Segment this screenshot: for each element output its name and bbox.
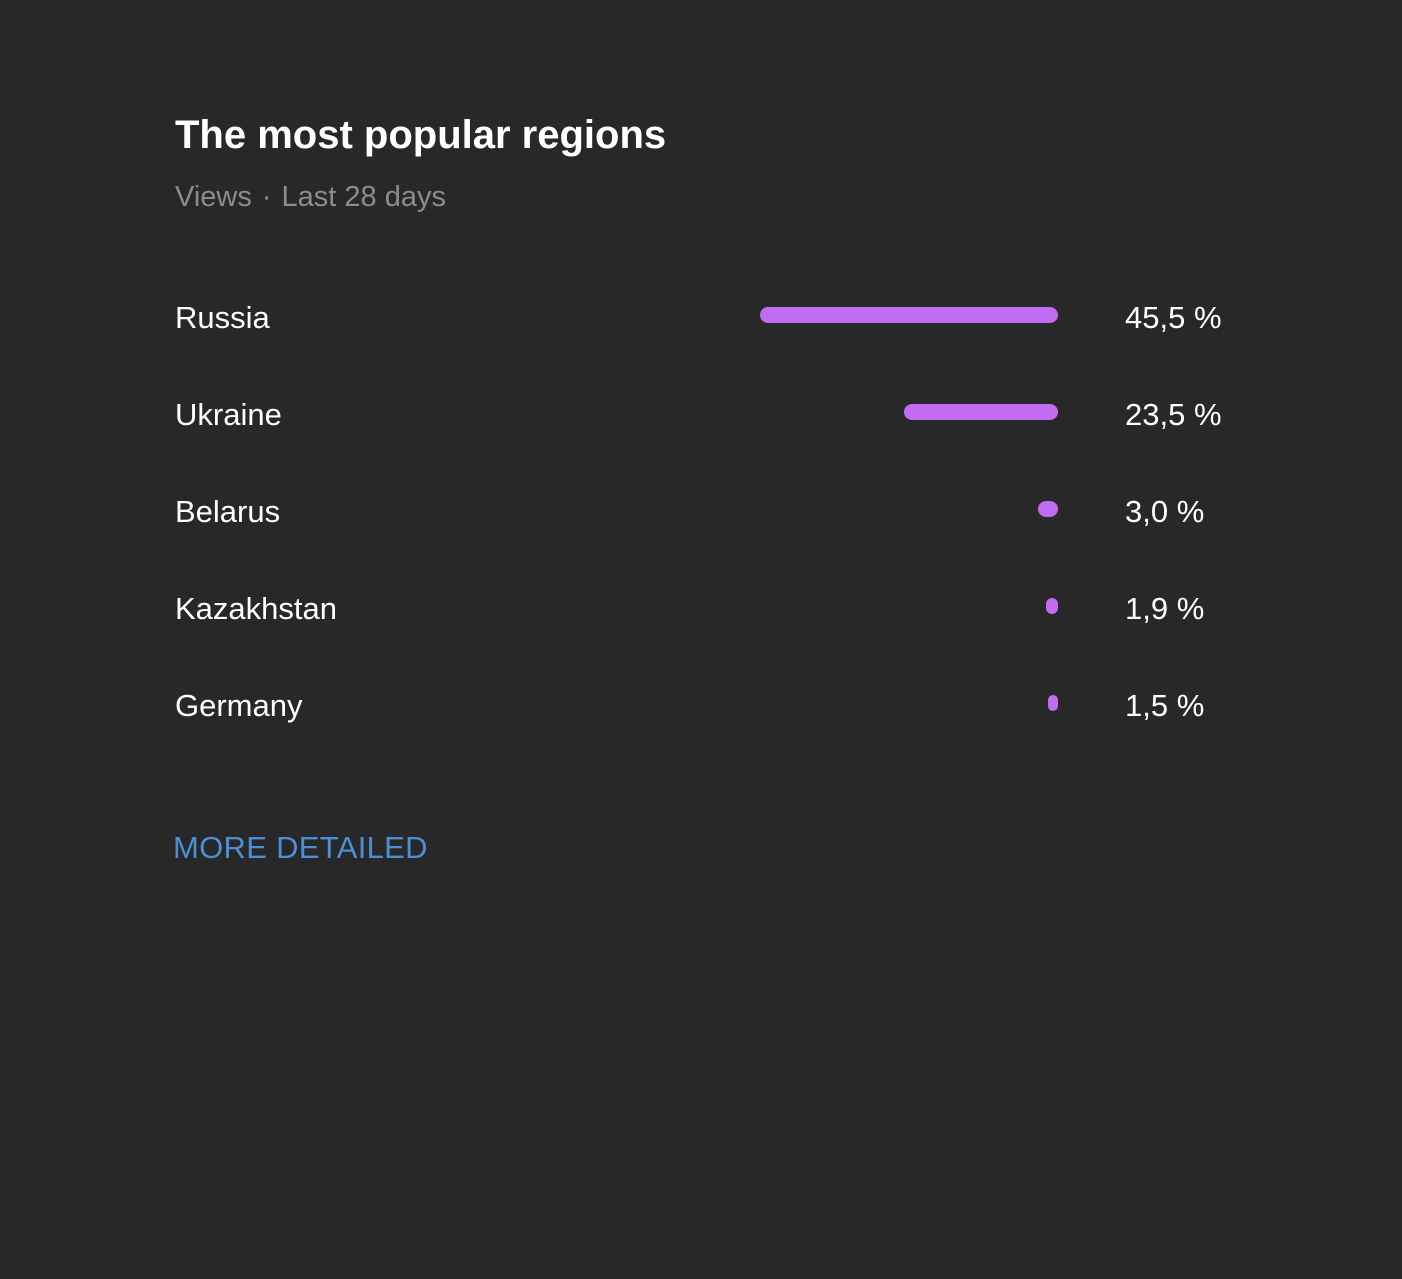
subtitle-separator: · [261,181,272,213]
region-percent: 1,5 % [1125,688,1205,723]
card-subtitle: Views · Last 28 days [175,178,446,216]
card-title: The most popular regions [175,113,667,157]
subtitle-metric: Views [175,181,252,213]
region-percent: 45,5 % [1125,300,1222,335]
region-bar-track [760,307,1058,323]
region-row: Belarus 3,0 % [175,480,1275,577]
region-bar [760,307,1058,323]
subtitle-period: Last 28 days [281,181,446,213]
region-row: Ukraine 23,5 % [175,383,1275,480]
region-row: Kazakhstan 1,9 % [175,577,1275,674]
popular-regions-card: The most popular regions Views · Last 28 d… [173,0,1275,1279]
region-row: Russia 45,5 % [175,286,1275,383]
region-bar-track [760,598,1058,614]
region-percent: 1,9 % [1125,591,1205,626]
region-name: Belarus [175,494,281,529]
more-detailed-link[interactable]: MORE DETAILED [173,830,428,865]
region-name: Kazakhstan [175,591,337,626]
region-bar-track [760,501,1058,517]
region-bar [1048,695,1058,711]
regions-list: Russia 45,5 % Ukraine 23,5 % Belarus 3,0… [175,286,1275,771]
region-bar-track [760,695,1058,711]
region-name: Russia [175,300,270,335]
region-bar [904,404,1058,420]
region-percent: 23,5 % [1125,397,1222,432]
region-bar [1046,598,1058,614]
region-bar [1038,501,1058,517]
region-bar-track [760,404,1058,420]
region-percent: 3,0 % [1125,494,1205,529]
region-name: Ukraine [175,397,282,432]
region-name: Germany [175,688,303,723]
region-row: Germany 1,5 % [175,674,1275,771]
